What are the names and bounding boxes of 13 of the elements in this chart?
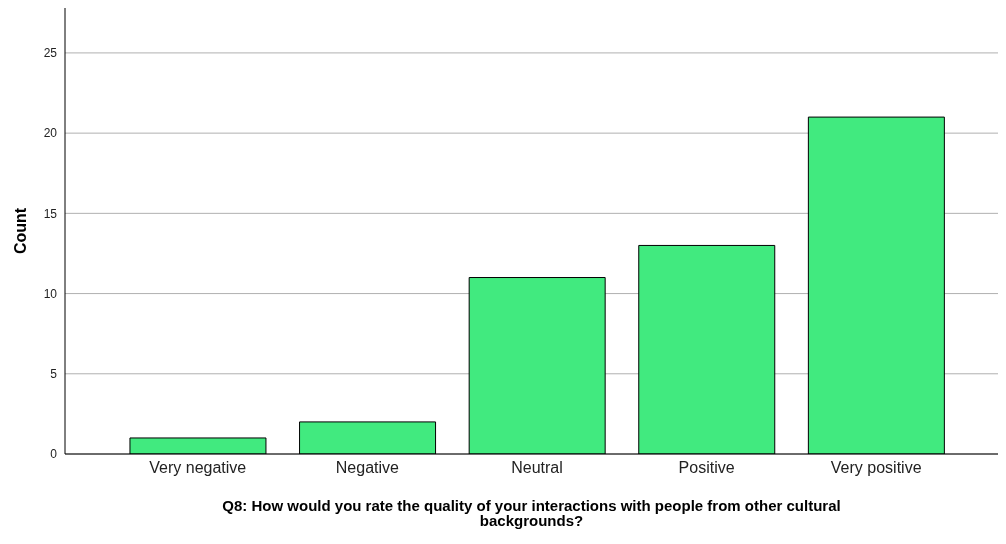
y-tick-label: 0	[50, 447, 58, 462]
y-tick-label: 10	[43, 286, 58, 301]
x-axis-title: Q8: How would you rate the quality of your interactions with people from other cultural backgrounds?	[222, 496, 841, 529]
x-tick-label: Neutral	[511, 459, 563, 477]
y-tick-label: 5	[50, 367, 58, 382]
x-tick-label: Very positive	[830, 459, 922, 477]
y-tick-label: 20	[43, 126, 58, 141]
x-tick-label: Negative	[335, 459, 400, 477]
y-axis-title: Count	[11, 207, 29, 255]
x-tick-label: Positive	[678, 459, 735, 477]
y-tick-label: 25	[43, 46, 58, 61]
x-tick-label: Very negative	[149, 459, 247, 477]
y-tick-label: 15	[43, 206, 58, 221]
